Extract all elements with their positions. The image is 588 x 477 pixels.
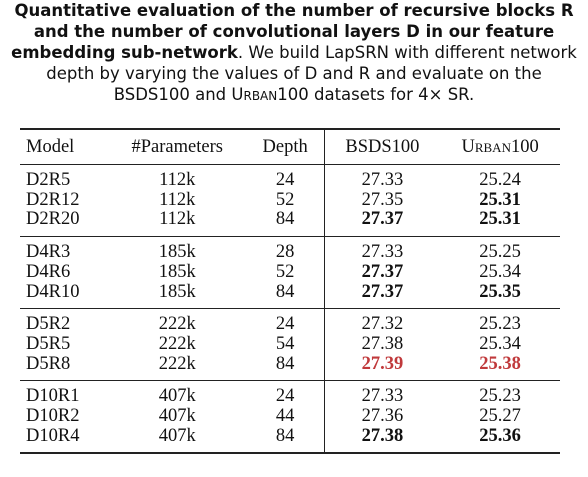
table-cell: 407k [158,406,196,427]
results-table: Model #Parameters Depth BSDS100 Urban100 D2R… [20,128,560,454]
table-cell: 24 [246,164,325,191]
table-cell: 44 [246,406,325,427]
table-cell: 52 [246,190,325,211]
header-cell: Depth [246,128,325,165]
table-row: D4R10 185k 84 27.37 25.35 [20,281,560,309]
table-cell: 25.23 [479,386,521,407]
table-cell: 27.36 [361,406,404,427]
table-cell: 25.31 [479,189,521,210]
table-cell: 112k [159,209,196,230]
table-cell: 25.34 [479,261,521,282]
header-row: Model #Parameters Depth BSDS100 Urban100 [20,128,560,165]
table-cell: D4R10 [26,281,80,302]
table-row: D2R20 112k 84 27.37 25.31 [20,209,560,237]
table-cell: 27.35 [361,189,404,210]
table-cell: 27.33 [361,242,404,263]
header-cell: BSDS100 [324,128,441,165]
table-cell: D2R5 [26,170,71,190]
table-cell: 84 [246,282,325,309]
table-row: D5R2 222k 24 27.32 25.23 [20,308,560,335]
table-cell: D4R6 [26,261,71,282]
table-cell: 25.23 [479,314,521,335]
table-cell: 27.37 [361,261,404,282]
table-cell: 25.34 [479,333,521,354]
table-cell: 28 [246,236,325,263]
table-cell: 27.38 [361,333,404,354]
table-cell: 84 [246,426,325,454]
table-cell: 25.31 [479,209,521,230]
table-cell: 222k [158,314,196,335]
table-cell: 407k [158,386,196,407]
row-group: D5R2 222k 24 27.32 25.23 D5R5 222k 54 27.38 25.34… [20,308,560,381]
table-cell: 185k [158,281,196,302]
table-row: D2R12 112k 52 27.35 25.31 [20,189,560,211]
table-cell: 27.32 [361,314,404,335]
table-cell: 185k [158,242,196,263]
table-cell: 24 [246,380,325,408]
table-cell: D2R20 [26,209,80,230]
table-cell: 54 [246,334,325,355]
table-cell: D10R4 [26,425,80,446]
table-cell: 27.33 [361,386,404,407]
table-cell: 112k [159,189,196,210]
table-cell: 222k [158,333,196,354]
table-cell: 25.38 [479,353,521,374]
table-cell: D5R8 [26,353,71,374]
table-cell: 25.36 [479,425,521,446]
table-cell: 112k [159,170,196,190]
table-cell: 27.37 [361,281,404,302]
table-cell: 84 [246,209,325,237]
caption-text: . We build LapSRN with different network… [46,43,577,104]
table-row: D10R1 407k 24 27.33 25.23 [20,380,560,408]
table-cell: 185k [158,261,196,282]
table-cell: 222k [158,353,196,374]
table-cell: 84 [246,354,325,381]
table-row: D4R6 185k 52 27.37 25.34 [20,261,560,283]
header-cell: #Parameters [107,128,247,165]
caption-tail: datasets for 4× SR. [308,85,475,104]
row-group: D2R5 112k 24 27.33 25.24 D2R12 112k 52 27.35 25.3… [20,164,560,237]
caption: Quantitative evaluation of the number of… [8,0,580,105]
table-row: D2R5 112k 24 27.33 25.24 [20,164,560,191]
table-cell: 27.33 [361,170,404,190]
table-cell: 25.27 [479,406,521,427]
table-cell: D5R5 [26,333,71,354]
table-cell: 407k [158,425,196,446]
table-row: D10R4 407k 84 27.38 25.36 [20,425,560,454]
table-cell: D10R1 [26,386,80,407]
table-row: D5R5 222k 54 27.38 25.34 [20,333,560,355]
table-cell: 25.35 [479,281,521,302]
table-cell: 25.25 [479,242,521,263]
table-row: D5R8 222k 84 27.39 25.38 [20,353,560,381]
table-cell: D2R12 [26,189,80,210]
table-row: D4R3 185k 28 27.33 25.25 [20,236,560,263]
row-group: D4R3 185k 28 27.33 25.25 D4R6 185k 52 27.37 25.34… [20,236,560,309]
table-cell: D5R2 [26,314,71,335]
table-cell: 24 [246,308,325,335]
table-cell: D4R3 [26,242,71,263]
table-cell: 25.24 [479,170,521,190]
caption-bold: Quantitative evaluation of the number of… [11,1,574,62]
caption-dataset: Urban100 [231,85,309,104]
table-cell: 27.39 [361,353,404,374]
table-row: D10R2 407k 44 27.36 25.27 [20,406,560,427]
table-cell: 52 [246,262,325,283]
table-cell: 27.37 [361,209,404,230]
table-cell: 27.38 [361,425,404,446]
row-group: D10R1 407k 24 27.33 25.23 D10R2 407k 44 27.36 25.… [20,380,560,454]
header-cell: Urban100 [440,128,560,165]
header-cell: Model [20,128,108,165]
table-cell: D10R2 [26,406,80,427]
